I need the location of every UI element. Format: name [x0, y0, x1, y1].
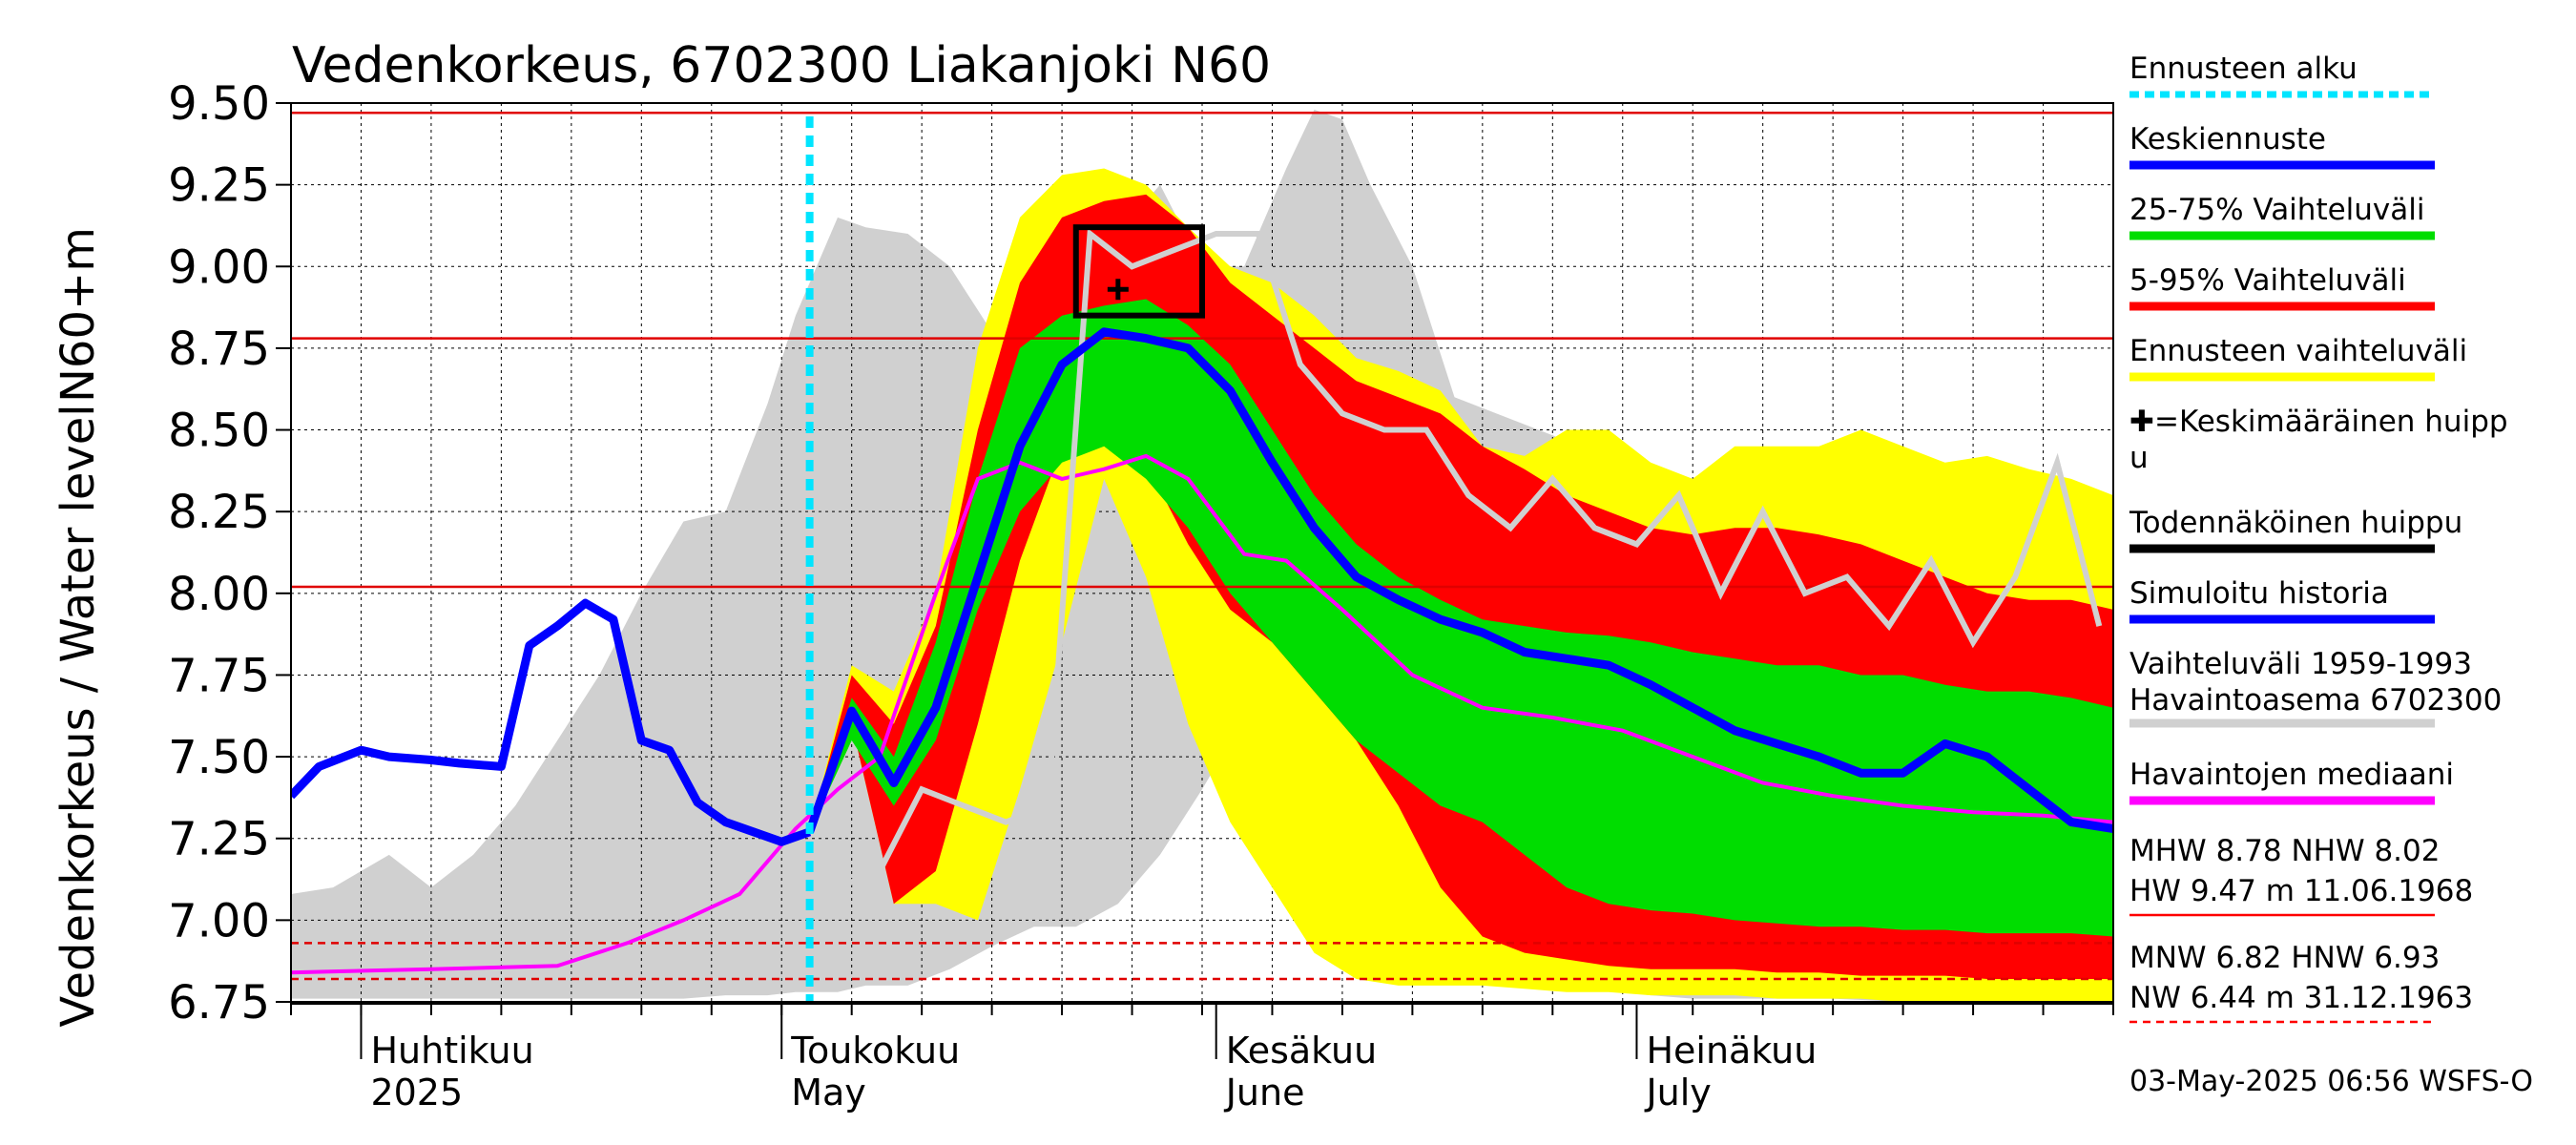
y-tick-label: 6.75 — [168, 976, 270, 1030]
simulated-history-line — [291, 598, 812, 846]
y-tick-label: 7.75 — [168, 649, 270, 702]
chart-title: Vedenkorkeus, 6702300 Liakanjoki N60 — [292, 37, 1271, 94]
y-axis-unit-label: N60+m — [52, 227, 105, 403]
month-label-fi: Kesäkuu — [1226, 1030, 1378, 1072]
series-lines-layer — [291, 112, 2113, 1002]
y-tick-label: 7.50 — [168, 731, 270, 784]
stat-line: MNW 6.82 HNW 6.93 — [2129, 941, 2440, 975]
month-label-fi: Heinäkuu — [1646, 1030, 1817, 1072]
month-label-en: May — [791, 1072, 866, 1114]
legend-label: 25-75% Vaihteluväli — [2129, 193, 2425, 227]
month-label-en: June — [1224, 1072, 1305, 1114]
y-tick-label: 9.25 — [168, 159, 270, 213]
mean-peak-marker — [1107, 279, 1129, 301]
axes-layer: 9.50 9.25 9.00 8.75 8.50 8.25 8.00 7.75 7.50 7.25… — [168, 77, 2114, 1114]
month-label-en: July — [1644, 1072, 1711, 1114]
probable-peak-box — [1072, 224, 1206, 319]
y-tick-label: 8.25 — [168, 486, 270, 539]
legend-label: Havaintoasema 6702300 — [2129, 683, 2502, 718]
y-tick-label: 9.50 — [168, 77, 270, 131]
legend-label: ✚=Keskimääräinen huipp — [2129, 405, 2508, 439]
legend: Ennusteen alku Keskiennuste 25-75% Vaihtel… — [2129, 52, 2508, 1024]
y-tick-label: 8.50 — [168, 405, 270, 458]
month-label-fi: Huhtikuu — [370, 1030, 533, 1072]
stat-line: NW 6.44 m 31.12.1963 — [2129, 981, 2473, 1015]
y-tick-label: 9.00 — [168, 240, 270, 294]
month-label-en: 2025 — [370, 1072, 463, 1114]
observed-median-line — [291, 453, 2113, 975]
legend-label: Havaintojen mediaani — [2129, 758, 2454, 792]
stat-line: MHW 8.78 NHW 8.02 — [2129, 834, 2440, 868]
y-tick-label: 8.00 — [168, 568, 270, 621]
y-tick-label: 8.75 — [168, 323, 270, 376]
legend-label: Ennusteen vaihteluväli — [2129, 334, 2467, 368]
legend-label: Simuloitu historia — [2129, 576, 2389, 611]
legend-label: Keskiennuste — [2129, 122, 2326, 156]
mean-forecast-line — [805, 327, 2113, 834]
legend-label: Vaihteluväli 1959-1993 — [2129, 647, 2472, 681]
stat-line: HW 9.47 m 11.06.1968 — [2129, 874, 2473, 908]
historical-example-line — [836, 228, 2103, 890]
legend-label: 5-95% Vaihteluväli — [2129, 263, 2406, 298]
footer-timestamp: 03-May-2025 06:56 WSFS-O — [2129, 1065, 2533, 1098]
month-label-fi: Toukokuu — [790, 1030, 960, 1072]
y-tick-label: 7.00 — [168, 894, 270, 947]
legend-label: Todennäköinen huippu — [2129, 506, 2462, 540]
legend-label: Ennusteen alku — [2129, 52, 2358, 86]
y-tick-label: 7.25 — [168, 813, 270, 866]
y-axis-label: Vedenkorkeus / Water level — [52, 404, 105, 1027]
legend-label: u — [2129, 441, 2149, 475]
